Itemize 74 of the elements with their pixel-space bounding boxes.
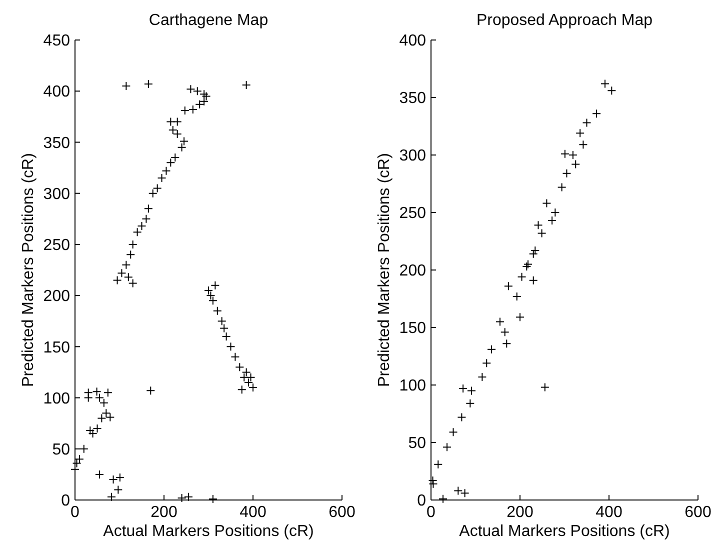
point (537, 228, 546, 238)
x-tick-label: 400 (240, 504, 266, 521)
y-tick-label: 350 (399, 90, 426, 108)
chart-title: Carthagene Map (148, 12, 268, 29)
point (548, 216, 557, 226)
y-axis-title: Predicted Markers Positions (cR) (20, 153, 37, 387)
point (582, 118, 592, 128)
y-tick-label: 200 (43, 288, 70, 306)
y-tick-label: 100 (43, 390, 70, 408)
point (448, 428, 458, 437)
point (502, 339, 512, 348)
point (540, 382, 550, 392)
point (524, 260, 533, 269)
point (600, 79, 610, 88)
x-tick-label: 200 (150, 504, 178, 521)
y-tick-label: 450 (43, 32, 70, 50)
y-tick-label: 0 (417, 492, 426, 510)
point (495, 317, 504, 326)
point (534, 220, 543, 230)
y-tick-label: 300 (399, 148, 426, 165)
point (478, 372, 487, 382)
y-tick-label: 250 (399, 205, 426, 222)
point (482, 358, 492, 368)
y-axis-title: Predicted Markers Positions (cR) (376, 153, 393, 387)
y-tick-label: 50 (408, 435, 426, 452)
point (500, 328, 510, 337)
x-tick-label: 600 (684, 504, 712, 521)
point (562, 168, 572, 178)
point (442, 442, 452, 452)
point (578, 140, 588, 150)
x-tick-label: 600 (328, 504, 356, 521)
point (438, 494, 448, 504)
point (458, 384, 468, 393)
x-axis-title: Actual Markers Positions (cR) (103, 523, 314, 540)
point (571, 160, 580, 169)
y-tick-label: 250 (43, 237, 70, 254)
y-tick-label: 400 (399, 32, 426, 50)
point (560, 149, 570, 158)
point (517, 272, 526, 282)
y-tick-label: 350 (43, 134, 70, 152)
point (487, 344, 496, 354)
y-tick-label: 400 (43, 84, 70, 101)
y-tick-label: 0 (61, 492, 70, 510)
point (454, 486, 463, 496)
point (460, 488, 470, 498)
point (528, 276, 538, 285)
point (466, 386, 476, 396)
point (457, 412, 466, 422)
point (528, 249, 538, 258)
y-tick-label: 50 (52, 441, 70, 458)
point (512, 292, 522, 301)
point (522, 262, 532, 272)
y-tick-label: 100 (399, 378, 426, 395)
point (557, 182, 566, 192)
point (530, 246, 540, 255)
point (576, 128, 585, 138)
point (592, 109, 602, 118)
x-tick-label: 200 (506, 504, 534, 521)
point (607, 86, 616, 96)
x-tick-label: 400 (596, 504, 622, 521)
x-axis-title: Actual Markers Positions (cR) (459, 523, 670, 540)
point (516, 312, 524, 322)
y-tick-label: 150 (399, 320, 426, 338)
y-tick-label: 300 (43, 186, 70, 203)
point (550, 208, 560, 217)
point (466, 398, 475, 408)
point (428, 476, 438, 485)
point (542, 198, 552, 208)
point (504, 282, 513, 291)
y-tick-label: 200 (399, 262, 426, 280)
chart-title: Proposed Approach Map (476, 12, 653, 29)
point (434, 460, 443, 469)
y-tick-label: 150 (43, 339, 70, 356)
point (568, 150, 578, 160)
